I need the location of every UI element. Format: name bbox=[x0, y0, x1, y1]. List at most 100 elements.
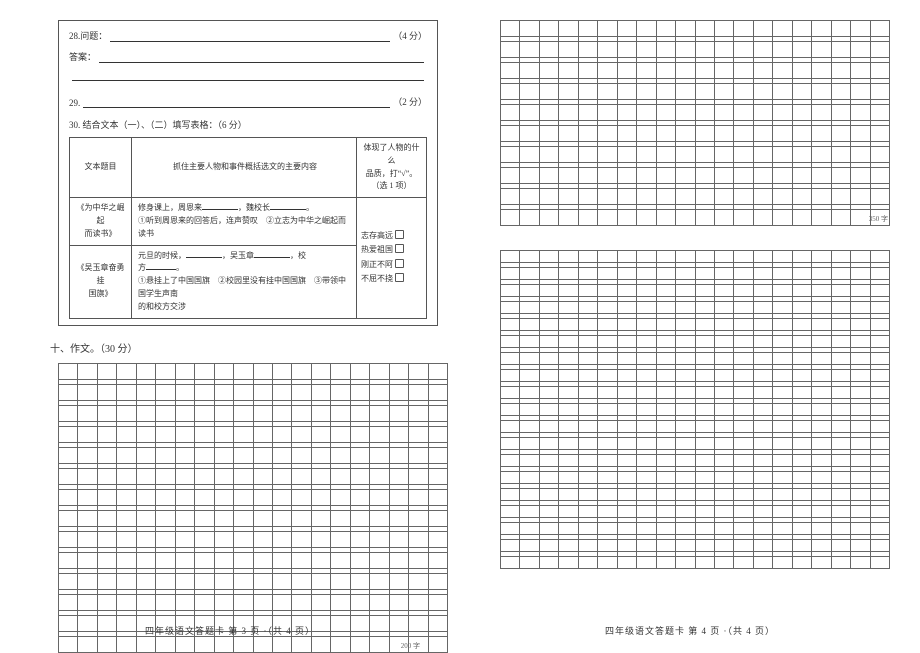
grid-cell bbox=[156, 511, 175, 527]
grid-cell bbox=[254, 595, 273, 611]
grid-cell bbox=[618, 438, 637, 450]
grid-cell bbox=[851, 189, 870, 205]
grid-cell bbox=[98, 469, 117, 485]
opt1-checkbox[interactable] bbox=[395, 230, 404, 239]
grid-cell bbox=[715, 557, 734, 569]
grid-cell bbox=[59, 406, 78, 422]
grid-cell bbox=[195, 511, 214, 527]
grid-cell bbox=[331, 364, 350, 380]
grid-cell bbox=[773, 21, 792, 37]
grid-cell bbox=[676, 189, 695, 205]
grid-cell bbox=[520, 506, 539, 518]
grid-cell bbox=[734, 472, 753, 484]
grid-cell bbox=[117, 532, 136, 548]
grid-cell bbox=[812, 404, 831, 416]
grid-cell bbox=[715, 370, 734, 382]
opt3-checkbox[interactable] bbox=[395, 259, 404, 268]
grid-cell bbox=[331, 511, 350, 527]
r2-blank2 bbox=[254, 250, 290, 258]
grid-cell bbox=[637, 268, 656, 280]
grid-cell bbox=[117, 637, 136, 653]
grid-cell bbox=[832, 506, 851, 518]
grid-cell bbox=[832, 189, 851, 205]
opt4-checkbox[interactable] bbox=[395, 273, 404, 282]
grid-cell bbox=[618, 319, 637, 331]
grid-cell bbox=[370, 595, 389, 611]
essay-grid-right-1 bbox=[500, 20, 890, 226]
grid-cell bbox=[832, 84, 851, 100]
grid-cell bbox=[501, 251, 520, 263]
grid-cell bbox=[793, 438, 812, 450]
grid-cell bbox=[351, 406, 370, 422]
grid-cell bbox=[501, 455, 520, 467]
grid-cell bbox=[832, 455, 851, 467]
grid-cell bbox=[871, 540, 890, 552]
grid-cell bbox=[696, 189, 715, 205]
grid-cell bbox=[195, 595, 214, 611]
grid-cell bbox=[254, 532, 273, 548]
grid-cell bbox=[78, 574, 97, 590]
grid-cell bbox=[793, 42, 812, 58]
grid-cell bbox=[598, 557, 617, 569]
grid-cell bbox=[579, 84, 598, 100]
grid-cell bbox=[851, 251, 870, 263]
grid-cell bbox=[715, 353, 734, 365]
grid-cell bbox=[871, 455, 890, 467]
grid-cell bbox=[559, 319, 578, 331]
grid-cell bbox=[176, 637, 195, 653]
grid-cell bbox=[520, 210, 539, 226]
grid-cell bbox=[812, 506, 831, 518]
grid-cell bbox=[871, 168, 890, 184]
grid-cell bbox=[754, 404, 773, 416]
grid-cell bbox=[254, 364, 273, 380]
grid-cell bbox=[773, 268, 792, 280]
grid-cell bbox=[871, 506, 890, 518]
grid-cell bbox=[292, 532, 311, 548]
grid-cell bbox=[754, 472, 773, 484]
grid-cell bbox=[696, 168, 715, 184]
opt3-label: 刚正不阿 bbox=[361, 260, 393, 269]
grid-cell bbox=[292, 406, 311, 422]
grid-cell bbox=[754, 126, 773, 142]
grid-cell bbox=[540, 421, 559, 433]
r1-b: ，魏校长 bbox=[238, 203, 270, 212]
grid-cell bbox=[696, 336, 715, 348]
grid-cell bbox=[793, 105, 812, 121]
grid-cell bbox=[176, 364, 195, 380]
grid-cell bbox=[501, 63, 520, 79]
grid-cell bbox=[559, 302, 578, 314]
grid-cell bbox=[676, 472, 695, 484]
grid-cell bbox=[195, 637, 214, 653]
opt2-checkbox[interactable] bbox=[395, 244, 404, 253]
grid-cell bbox=[676, 168, 695, 184]
grid-cell bbox=[98, 637, 117, 653]
grid-cell bbox=[390, 511, 409, 527]
grid-cell bbox=[773, 523, 792, 535]
th-content: 抓住主要人物和事件概括选文的主要内容 bbox=[132, 138, 357, 198]
grid-cell bbox=[812, 21, 831, 37]
grid-cell bbox=[734, 302, 753, 314]
grid-cell bbox=[715, 21, 734, 37]
q29-score: （2 分） bbox=[393, 95, 427, 108]
grid-cell bbox=[215, 364, 234, 380]
essay-grid-right-wrap-2 bbox=[500, 250, 890, 569]
grid-cell bbox=[559, 455, 578, 467]
grid-cell bbox=[618, 63, 637, 79]
grid-cell bbox=[657, 189, 676, 205]
grid-cell bbox=[215, 469, 234, 485]
grid-cell bbox=[871, 268, 890, 280]
grid-cell bbox=[409, 469, 428, 485]
r2-t2: 国旗》 bbox=[89, 289, 113, 298]
grid-cell bbox=[812, 353, 831, 365]
grid-cell bbox=[156, 532, 175, 548]
grid-cell bbox=[773, 319, 792, 331]
grid-cell bbox=[715, 319, 734, 331]
grid-cell bbox=[501, 285, 520, 297]
r2-b: ，吴玉章 bbox=[222, 251, 254, 260]
grid-cell bbox=[234, 427, 253, 443]
r1-content: 修身课上，周恩来，魏校长。 ①听到周恩来的回答后，连声赞叹 ②立志为中华之崛起而… bbox=[132, 198, 357, 245]
grid-cell bbox=[351, 553, 370, 569]
grid-cell bbox=[696, 438, 715, 450]
r2-c: ，校 bbox=[290, 251, 306, 260]
grid-cell bbox=[370, 532, 389, 548]
